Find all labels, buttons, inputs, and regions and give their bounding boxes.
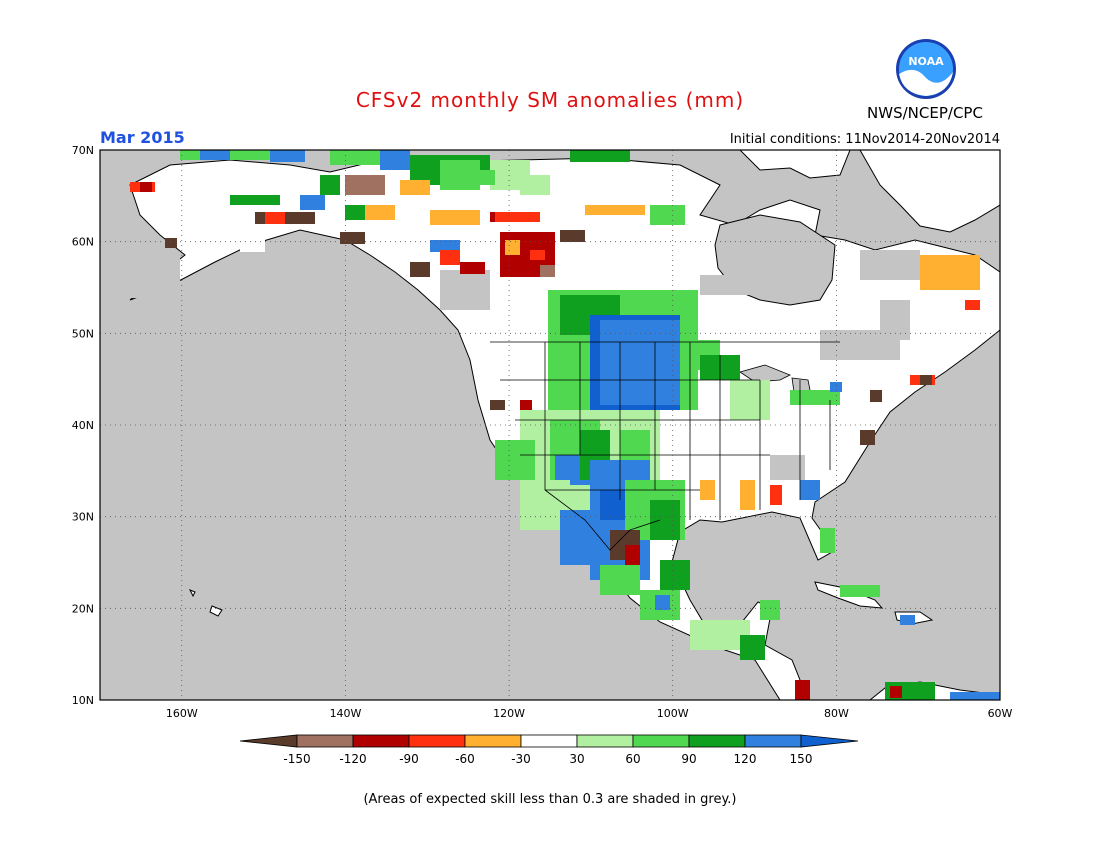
colorbar-swatch bbox=[744, 734, 802, 748]
map-frame bbox=[99, 149, 1001, 701]
lat-label: 10N bbox=[72, 694, 94, 707]
colorbar-right-arrow bbox=[800, 734, 859, 748]
colorbar-swatch bbox=[688, 734, 746, 748]
colorbar-tick: -60 bbox=[455, 752, 475, 766]
colorbar-tick: -150 bbox=[283, 752, 310, 766]
colorbar-swatch bbox=[520, 734, 578, 748]
colorbar-tick: -90 bbox=[399, 752, 419, 766]
lon-label: 60W bbox=[988, 707, 1013, 720]
logo-text: NOAA bbox=[908, 55, 944, 68]
valid-month-label: Mar 2015 bbox=[100, 128, 185, 147]
skill-footnote: (Areas of expected skill less than 0.3 a… bbox=[363, 792, 737, 807]
colorbar-tick: 120 bbox=[734, 752, 757, 766]
colorbar-tick: 60 bbox=[625, 752, 640, 766]
lat-label: 50N bbox=[72, 327, 94, 340]
map-title: CFSv2 monthly SM anomalies (mm) bbox=[355, 88, 745, 112]
colorbar bbox=[239, 734, 859, 748]
lat-label: 70N bbox=[72, 144, 94, 157]
lat-label: 60N bbox=[72, 236, 94, 249]
land-areas bbox=[120, 150, 1000, 700]
land-hawaii bbox=[188, 589, 223, 617]
agency-label: NWS/NCEP/CPC bbox=[867, 104, 983, 122]
colorbar-swatch bbox=[408, 734, 466, 748]
latitude-axis: 70N 60N 50N 40N 30N 20N 10N bbox=[72, 144, 94, 707]
lat-label: 40N bbox=[72, 419, 94, 432]
land-greenland bbox=[859, 150, 1000, 233]
colorbar-tick: 90 bbox=[681, 752, 696, 766]
lon-label: 80W bbox=[824, 707, 849, 720]
colorbar-tick: -120 bbox=[339, 752, 366, 766]
initial-conditions-label: Initial conditions: 11Nov2014-20Nov2014 bbox=[729, 132, 1000, 147]
lon-label: 140W bbox=[330, 707, 362, 720]
colorbar-swatch bbox=[632, 734, 690, 748]
lon-label: 160W bbox=[166, 707, 198, 720]
colorbar-swatch bbox=[576, 734, 634, 748]
colorbar-tick: -30 bbox=[511, 752, 531, 766]
longitude-axis: 160W 140W 120W 100W 80W 60W bbox=[166, 707, 1013, 720]
political-borders bbox=[490, 341, 840, 551]
colorbar-swatch bbox=[352, 734, 410, 748]
lat-label: 20N bbox=[72, 602, 94, 615]
colorbar-left-arrow bbox=[239, 734, 298, 748]
lon-label: 120W bbox=[493, 707, 525, 720]
land-arctic-islands bbox=[739, 150, 851, 179]
graticule bbox=[100, 150, 1000, 700]
colorbar-swatch bbox=[464, 734, 522, 748]
noaa-logo: NOAA bbox=[896, 39, 956, 99]
colorbar-swatch bbox=[296, 734, 354, 748]
lon-label: 100W bbox=[657, 707, 689, 720]
colorbar-ticks: -150 -120 -90 -60 -30 30 60 90 120 150 bbox=[283, 752, 812, 766]
lat-label: 30N bbox=[72, 511, 94, 524]
colorbar-tick: 30 bbox=[569, 752, 584, 766]
colorbar-tick: 150 bbox=[790, 752, 813, 766]
